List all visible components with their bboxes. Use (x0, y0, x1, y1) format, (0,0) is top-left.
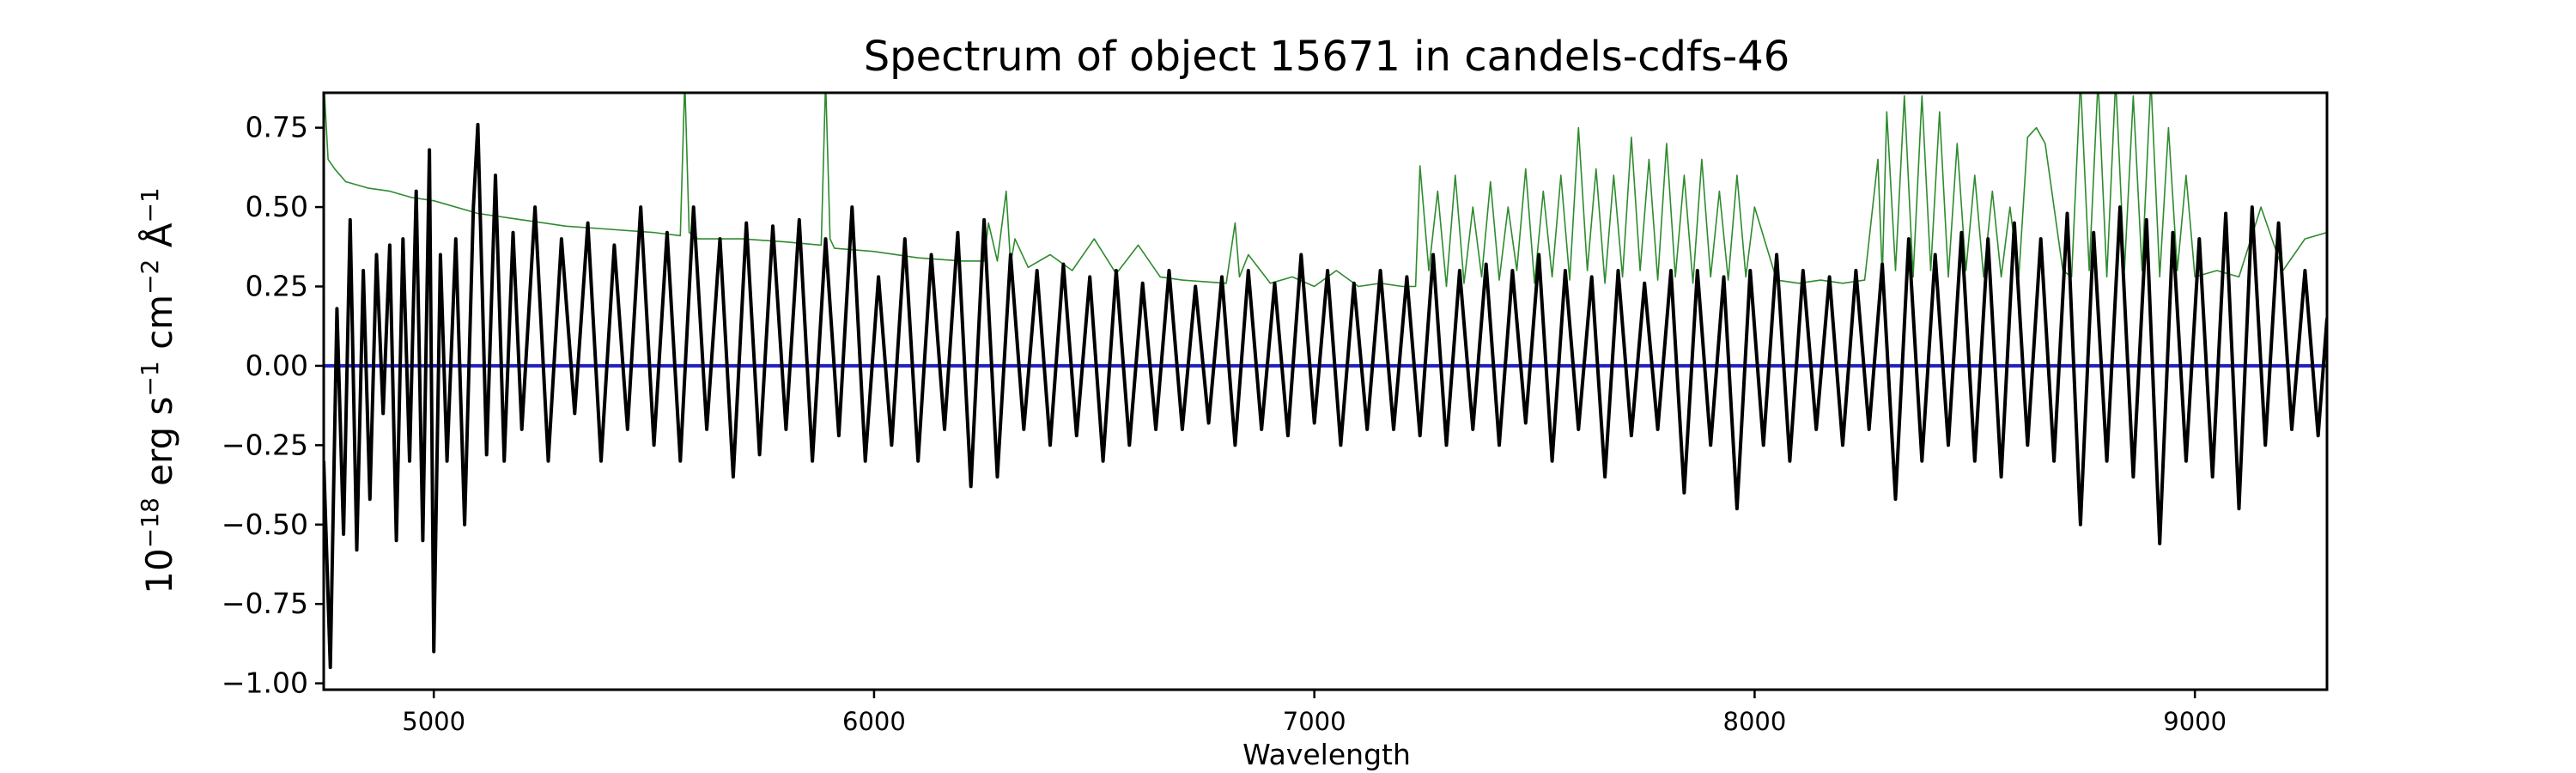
y-tick-label: 0.25 (246, 270, 308, 303)
y-tick-label: −0.75 (222, 587, 308, 620)
x-tick-label: 9000 (2163, 707, 2227, 736)
x-tick-label: 6000 (842, 707, 906, 736)
x-axis: 5000 6000 7000 8000 9000 (402, 690, 2227, 736)
axes-frame (322, 91, 2329, 691)
x-tick-label: 7000 (1283, 707, 1346, 736)
y-label-exp3: −2 (136, 259, 164, 295)
x-tick-label: 8000 (1723, 707, 1787, 736)
series-layer (324, 93, 2327, 670)
x-axis-label: Wavelength (1242, 738, 1411, 771)
y-label-ang: Å (137, 222, 180, 259)
y-tick-label: 0.00 (246, 349, 308, 382)
series-line-1 (324, 93, 2327, 288)
y-tick-label: −1.00 (222, 666, 308, 700)
y-axis-label: 10−18 erg s−1 cm−2 Å−1 (136, 187, 181, 593)
series-line-0 (324, 123, 2327, 670)
y-label-erg: erg s (138, 397, 180, 498)
y-label-base: 10 (138, 548, 180, 593)
y-tick-label: 0.75 (246, 111, 308, 144)
plot-area (322, 91, 2329, 691)
y-label-cm: cm (138, 295, 180, 361)
x-tick-label: 5000 (402, 707, 465, 736)
y-label-exp1: −18 (136, 497, 164, 548)
y-axis: −1.00 −0.75 −0.50 −0.25 0.00 0.25 0.50 0.75 (222, 111, 324, 700)
y-tick-label: 0.50 (246, 190, 308, 223)
y-label-exp4: −1 (136, 187, 164, 222)
chart-title: Spectrum of object 15671 in candels-cdfs… (864, 33, 1790, 81)
y-tick-label: −0.50 (222, 508, 308, 541)
y-tick-label: −0.25 (222, 428, 308, 461)
y-label-exp2: −1 (136, 361, 164, 396)
